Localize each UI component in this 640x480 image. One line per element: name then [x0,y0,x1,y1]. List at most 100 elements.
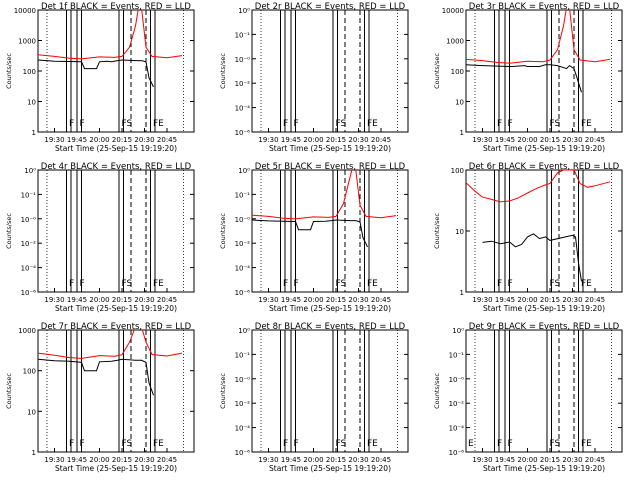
y-tick-label: 10⁻⁰ [449,376,465,384]
events-series-line [466,64,582,93]
y-axis-label: Counts/sec [219,213,227,249]
y-tick-label: 10⁻² [235,240,251,248]
x-axis-label: Start Time (25-Sep-15 19:19:20) [483,464,605,473]
y-tick-label: 10⁻⁴ [235,105,251,113]
y-tick-label: 10⁻¹ [235,351,251,359]
marker-label: FE [367,279,378,289]
x-tick-label: 20:00 [517,136,537,144]
lld-series-line [252,170,397,220]
x-tick-label: 20:45 [585,296,605,304]
events-series-line [38,358,154,396]
events-series-line [252,219,368,248]
y-tick-label: 10⁻⁰ [235,376,251,384]
x-tick-label: 20:15 [112,296,132,304]
y-tick-label: 10⁻⁶ [235,449,251,457]
marker-label: FE [153,119,164,129]
y-tick-label: 10 [27,99,36,107]
y-tick-label: 1000 [18,327,36,335]
marker-label: F [80,279,85,289]
x-tick-label: 19:30 [44,456,64,464]
y-tick-label: 10⁻⁰ [21,216,37,224]
x-tick-label: 20:45 [585,456,605,464]
plot-frame [251,9,409,133]
y-tick-label: 100 [451,167,464,175]
y-tick-label: 10⁰ [24,167,36,175]
marker-label: FS [336,439,347,449]
events-series-line [38,59,154,88]
marker-label: FS [550,119,561,129]
marker-label: FS [122,119,133,129]
y-tick-label: 10⁻⁴ [21,265,37,273]
marker-label: F [80,119,85,129]
x-tick-label: 20:15 [326,296,346,304]
plot-frame [251,329,409,453]
panel-2: Det 2r BLACK = Events, RED = LLD F F FS FE 10… [219,2,409,153]
y-tick-label: 10⁻² [235,80,251,88]
x-tick-label: 20:15 [112,456,132,464]
y-tick-label: 1000 [18,38,36,46]
events-series-line [482,233,582,282]
y-tick-label: 1 [460,289,464,297]
x-tick-label: 20:30 [348,296,368,304]
x-tick-label: 20:45 [371,296,391,304]
plot-frame [465,329,623,453]
y-tick-label: 10⁻² [449,400,465,408]
y-tick-label: 10 [27,408,36,416]
y-tick-label: 10⁻⁶ [21,289,37,297]
y-tick-label: 100 [451,68,464,76]
plot-frame [37,329,195,453]
y-tick-label: 10⁻¹ [235,191,251,199]
lld-series-line [38,10,183,60]
panel-title: Det 4r BLACK = Events, RED = LLD [41,162,192,172]
marker-label: FE [153,439,164,449]
x-tick-label: 20:00 [517,296,537,304]
x-tick-label: 20:45 [157,296,177,304]
y-tick-label: 10⁻⁴ [235,265,251,273]
lld-series-line [38,330,183,359]
y-tick-label: 1000 [446,38,464,46]
x-tick-label: 20:00 [303,456,323,464]
y-tick-label: 10⁻² [21,240,37,248]
x-tick-label: 20:15 [540,296,560,304]
panel-title: Det 9r BLACK = Events, RED = LLD [469,322,620,332]
plot-frame [37,169,195,293]
y-axis-label: Counts/sec [219,373,227,409]
y-tick-label: 10⁰ [238,7,250,15]
x-tick-label: 19:30 [258,456,278,464]
marker-label: F [69,279,74,289]
y-tick-label: 10⁻⁴ [235,425,251,433]
panel-9: Det 9r BLACK = Events, RED = LLD E F F FS FE 1… [433,322,623,473]
x-tick-label: 20:30 [562,456,582,464]
panel-title: Det 3r BLACK = Events, RED = LLD [469,2,620,12]
x-tick-label: 20:00 [517,456,537,464]
y-tick-label: 1 [32,449,36,457]
x-tick-label: 20:45 [371,136,391,144]
panel-title: Det 7r BLACK = Events, RED = LLD [41,322,192,332]
y-tick-label: 10⁻⁶ [449,449,465,457]
x-tick-label: 20:45 [371,456,391,464]
marker-label: F [283,279,288,289]
marker-label: F [508,439,513,449]
x-tick-label: 19:45 [67,456,87,464]
x-tick-label: 19:30 [258,296,278,304]
x-tick-label: 20:30 [348,456,368,464]
x-tick-label: 19:30 [258,136,278,144]
plot-frame [465,169,623,293]
x-tick-label: 19:30 [44,136,64,144]
marker-label: FE [367,439,378,449]
x-tick-label: 20:00 [89,136,109,144]
x-axis-label: Start Time (25-Sep-15 19:19:20) [55,304,177,313]
y-tick-label: 10⁰ [452,327,464,335]
x-tick-label: 19:45 [495,296,515,304]
y-tick-label: 100 [23,368,36,376]
y-tick-label: 100 [23,68,36,76]
x-tick-label: 20:45 [157,456,177,464]
x-axis-label: Start Time (25-Sep-15 19:19:20) [269,144,391,153]
x-axis-label: Start Time (25-Sep-15 19:19:20) [269,304,391,313]
marker-label: F [294,279,299,289]
x-tick-label: 20:15 [540,136,560,144]
y-axis-label: Counts/sec [219,53,227,89]
panel-title: Det 6r BLACK = Events, RED = LLD [469,162,620,172]
